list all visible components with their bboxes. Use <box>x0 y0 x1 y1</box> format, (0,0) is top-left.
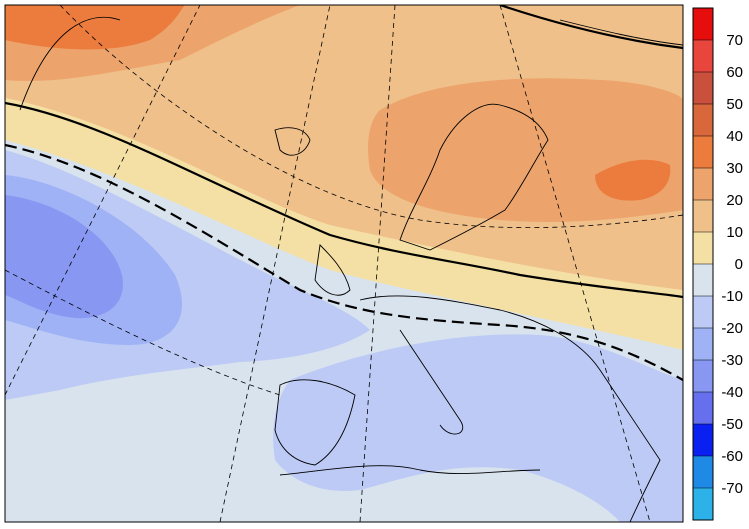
coastline <box>19 16 121 111</box>
colorbar-segment <box>693 456 713 488</box>
colorbar-tick-label: 40 <box>726 128 743 145</box>
colorbar-segment <box>693 232 713 264</box>
contour-solid <box>499 5 683 50</box>
map-frame <box>4 4 684 523</box>
colorbar-segment <box>693 360 713 392</box>
colorbar-segment <box>693 8 713 40</box>
colorbar-segment <box>693 40 713 72</box>
colorbar-tick-label: 0 <box>735 256 743 273</box>
coastline <box>399 329 463 435</box>
colorbar-tick-label: 70 <box>726 32 743 49</box>
colorbar-segment <box>693 72 713 104</box>
colorbar-tick-label: 60 <box>726 64 743 81</box>
coastline <box>359 295 661 522</box>
colorbar-tick-label: -40 <box>721 384 743 401</box>
colorbar-segment <box>693 136 713 168</box>
coastline <box>559 19 683 46</box>
band-minus30-minus40 <box>5 195 123 319</box>
colorbar-segment <box>693 296 713 328</box>
colorbar-tick-label: 20 <box>726 192 743 209</box>
map <box>4 4 684 523</box>
colorbar-tick-label: 10 <box>726 224 743 241</box>
colorbar-segment <box>693 200 713 232</box>
coastline <box>274 379 356 466</box>
colorbar-tick-label: -30 <box>721 352 743 369</box>
colorbar-tick-label: -70 <box>721 480 743 497</box>
colorbar-segment <box>693 488 713 520</box>
contour-dashed <box>5 143 683 381</box>
band-30-40 <box>595 159 671 201</box>
colorbar-tick-label: -20 <box>721 320 743 337</box>
colorbar: 70 60 50 40 30 20 10 0 -10 -20 -30 -40 -50 -60 -70 <box>692 7 743 521</box>
coastline <box>314 244 351 296</box>
meridian <box>219 5 331 522</box>
coastline <box>399 103 549 251</box>
colorbar-segment <box>693 328 713 360</box>
colorbar-tick-label: -60 <box>721 448 743 465</box>
coastline <box>274 127 311 156</box>
colorbar-segment <box>693 168 713 200</box>
contour-solid <box>5 101 683 299</box>
colorbar-segment <box>693 104 713 136</box>
colorbar-segment <box>693 264 713 296</box>
colorbar-tick-label: 50 <box>726 96 743 113</box>
band-30-40 <box>5 5 185 50</box>
colorbar-tick-label: 30 <box>726 160 743 177</box>
meridian <box>5 5 201 396</box>
coastlines <box>19 16 683 522</box>
band-minus10-minus20 <box>273 334 683 522</box>
colorbar-tick-label: -50 <box>721 416 743 433</box>
colorbar-segment <box>693 424 713 456</box>
band-20-30 <box>368 78 683 222</box>
coastline <box>279 465 541 476</box>
graticule <box>5 5 683 522</box>
parallel <box>59 5 683 229</box>
colorbar-tick-label: -10 <box>721 288 743 305</box>
colorbar-segment <box>693 392 713 424</box>
